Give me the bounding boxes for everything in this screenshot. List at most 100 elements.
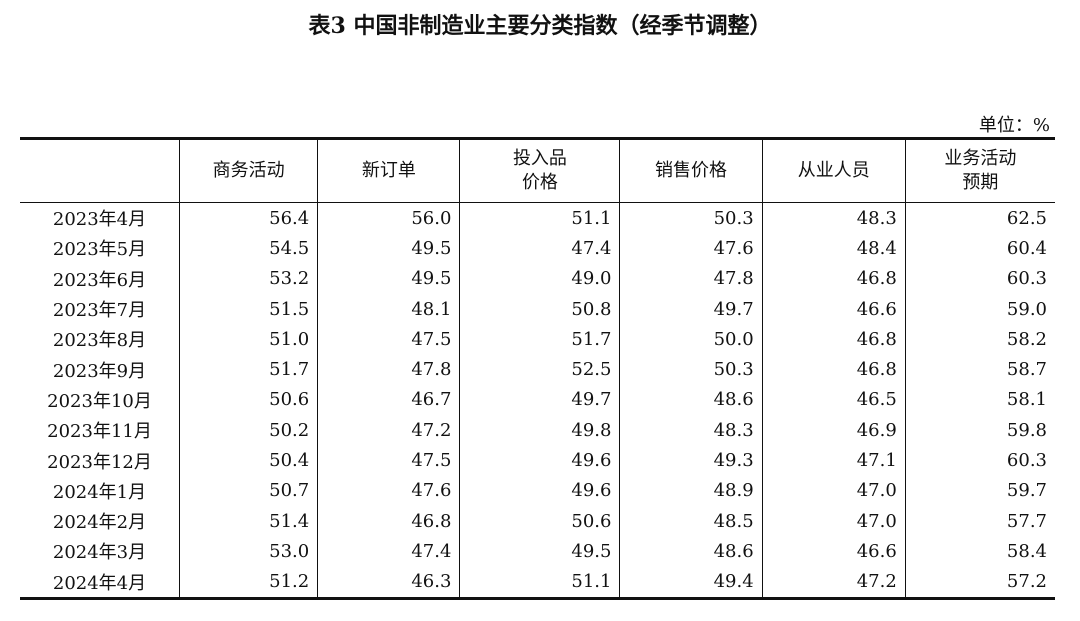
cell-value: 49.4 [619,566,763,599]
table-row: 2023年7月 51.5 48.1 50.8 49.7 46.6 59.0 [20,293,1055,325]
table-row: 2023年4月 56.4 56.0 51.1 50.3 48.3 62.5 [20,202,1055,234]
cell-value: 51.4 [179,505,318,537]
column-header: 商务活动 [179,138,318,203]
row-label: 2023年9月 [52,360,147,382]
cell-value: 53.0 [179,536,318,567]
cell-value: 51.1 [459,566,620,599]
cell-value: 47.5 [317,324,460,355]
cell-value: 47.5 [317,445,460,476]
row-label: 2023年6月 [52,269,147,291]
row-label: 2023年7月 [52,300,147,322]
cell-value: 50.3 [619,354,763,385]
header-line: 销售价格 [655,160,728,181]
table-row: 2024年3月 53.0 47.4 49.5 48.6 46.6 58.4 [20,536,1055,567]
table-row: 2024年4月 51.2 46.3 51.1 49.4 47.2 57.2 [20,566,1055,599]
cell-value: 60.4 [904,233,1055,264]
table-row: 2023年9月 51.7 47.8 52.5 50.3 46.8 58.7 [20,354,1055,385]
row-label: 2023年12月 [47,451,152,473]
cell-value: 60.3 [904,445,1055,476]
cell-value: 49.3 [619,445,763,476]
cell-value: 51.0 [179,324,318,355]
cell-value: 48.6 [619,536,763,567]
cell-value: 50.6 [179,384,318,416]
cell-value: 58.4 [904,536,1055,567]
table-row: 2023年6月 53.2 49.5 49.0 47.8 46.8 60.3 [20,263,1055,294]
table-row: 2023年11月 50.2 47.2 49.8 48.3 46.9 59.8 [20,415,1055,446]
cell-value: 46.6 [761,293,906,325]
cell-value: 49.7 [459,384,620,416]
cell-value: 50.6 [459,505,620,537]
cell-value: 47.4 [459,233,620,264]
cell-value: 47.4 [317,536,460,567]
cell-value: 49.8 [459,415,620,446]
cell-value: 47.6 [317,475,460,506]
header-line: 投入品 [512,148,567,169]
cell-value: 48.3 [761,202,906,234]
table-row: 2023年10月 50.6 46.7 49.7 48.6 46.5 58.1 [20,384,1055,416]
column-header: 新订单 [317,138,460,203]
table-title: 表3 中国非制造业主要分类指数（经季节调整） [308,13,772,39]
header-line: 预期 [962,172,999,193]
cell-value: 50.4 [179,445,318,476]
column-header: 销售价格 [619,138,763,203]
header-line: 新订单 [361,160,416,181]
cell-value: 52.5 [459,354,620,385]
cell-value: 46.8 [761,263,906,294]
cell-value: 49.0 [459,263,620,294]
cell-value: 48.9 [619,475,763,506]
cell-value: 51.7 [459,324,620,355]
cell-value: 48.3 [619,415,763,446]
row-label: 2024年1月 [52,481,147,503]
column-header: 从业人员 [761,138,906,203]
column-header: 业务活动 预期 [904,138,1055,203]
cell-value: 58.2 [904,324,1055,355]
cell-value: 50.2 [179,415,318,446]
cell-value: 51.7 [179,354,318,385]
cell-value: 46.7 [317,384,460,416]
row-label: 2023年4月 [52,209,147,231]
cell-value: 58.7 [904,354,1055,385]
header-line: 业务活动 [944,148,1017,169]
cell-value: 57.2 [904,566,1055,599]
cell-value: 46.9 [761,415,906,446]
column-header: 投入品 价格 [459,138,620,203]
cell-value: 46.8 [317,505,460,537]
cell-value: 46.5 [761,384,906,416]
cell-value: 47.0 [761,505,906,537]
cell-value: 47.2 [317,415,460,446]
cell-value: 51.1 [459,202,620,234]
table-row: 2023年5月 54.5 49.5 47.4 47.6 48.4 60.4 [20,233,1055,264]
unit-label: 单位：% [978,115,1050,136]
header-line: 从业人员 [797,160,870,181]
cell-value: 50.7 [179,475,318,506]
row-label: 2023年8月 [52,330,147,352]
cell-value: 60.3 [904,263,1055,294]
cell-value: 46.3 [317,566,460,599]
cell-value: 59.0 [904,293,1055,325]
header-row: 商务活动 新订单 投入品价格 销售价格 从业人员 业务活动预期 [20,138,1055,203]
cell-value: 59.8 [904,415,1055,446]
header-line: 价格 [521,172,558,193]
cell-value: 50.8 [459,293,620,325]
cell-value: 46.8 [761,324,906,355]
cell-value: 48.1 [317,293,460,325]
cell-value: 47.8 [619,263,763,294]
cell-value: 58.1 [904,384,1055,416]
table-row: 2023年12月 50.4 47.5 49.6 49.3 47.1 60.3 [20,445,1055,476]
cell-value: 47.1 [761,445,906,476]
header-line: 商务活动 [212,160,285,181]
cell-value: 56.4 [179,202,318,234]
cell-value: 50.3 [619,202,763,234]
cell-value: 51.5 [179,293,318,325]
table-body: 2023年4月 56.4 56.0 51.1 50.3 48.3 62.5 2023年5月 54… [20,202,1055,599]
cell-value: 47.8 [317,354,460,385]
data-table: 商务活动 新订单 投入品 价格 销售价格 从业人员 业务活动 预期 2023年4月 56.4 56… [20,137,1055,600]
header-corner [20,138,180,203]
cell-value: 50.0 [619,324,763,355]
table-row: 2024年1月 50.7 47.6 49.6 48.9 47.0 59.7 [20,475,1055,506]
cell-value: 46.8 [761,354,906,385]
row-label: 2023年5月 [52,239,147,261]
cell-value: 59.7 [904,475,1055,506]
cell-value: 49.7 [619,293,763,325]
